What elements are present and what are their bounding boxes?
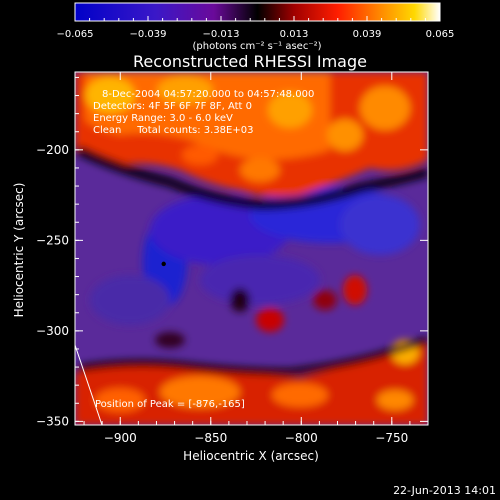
colorbar-tick-label: −0.013 <box>202 29 239 40</box>
colorbar-tick-label: −0.039 <box>129 29 166 40</box>
annotation-detectors: Detectors: 4F 5F 6F 7F 8F, Att 0 <box>93 101 252 112</box>
annotation-time-range: 8-Dec-2004 04:57:20.000 to 04:57:48.000 <box>102 89 314 100</box>
plot-frame <box>74 71 429 426</box>
footer-date: 22-Jun-2013 14:01 <box>393 484 496 497</box>
axis-ticks: −900 −850 −800 −750 −200 −250 −300 −350 <box>36 72 429 445</box>
colorbar-label: (photons cm⁻² s⁻¹ asec⁻²) <box>192 41 321 52</box>
x-tick-label: −850 <box>194 431 227 445</box>
heatmap-image <box>75 72 428 425</box>
y-tick-label: −300 <box>36 324 69 338</box>
solar-limb-line <box>75 344 103 425</box>
x-tick-label: −800 <box>285 431 318 445</box>
y-tick-label: −250 <box>36 233 69 247</box>
chart-title: Reconstructed RHESSI Image <box>133 52 367 71</box>
colorbar-tick-label: 0.039 <box>353 29 382 40</box>
annotation-energy: Energy Range: 3.0 - 6.0 keV <box>93 113 233 124</box>
annotation-block: 8-Dec-2004 04:57:20.000 to 04:57:48.000 … <box>93 89 314 410</box>
x-axis-label: Heliocentric X (arcsec) <box>183 449 319 463</box>
peak-marker <box>161 261 166 267</box>
x-tick-label: −900 <box>104 431 137 445</box>
y-axis-label: Heliocentric Y (arcsec) <box>12 183 26 318</box>
annotation-clean: Clean Total counts: 3.38E+03 <box>93 125 253 136</box>
colorbar-tick-label: 0.065 <box>426 29 455 40</box>
annotation-peak: Position of Peak = [-876,-165] <box>95 399 245 410</box>
colorbar-tick-label: −0.065 <box>56 29 93 40</box>
colorbar: −0.065 −0.039 −0.013 0.013 0.039 0.065 (photo… <box>56 2 454 52</box>
y-tick-label: −200 <box>36 143 69 157</box>
colorbar-ticks: −0.065 −0.039 −0.013 0.013 0.039 0.065 <box>56 16 454 40</box>
y-tick-label: −350 <box>36 414 69 428</box>
colorbar-gradient <box>74 2 441 22</box>
x-tick-label: −750 <box>375 431 408 445</box>
colorbar-tick-label: 0.013 <box>280 29 309 40</box>
